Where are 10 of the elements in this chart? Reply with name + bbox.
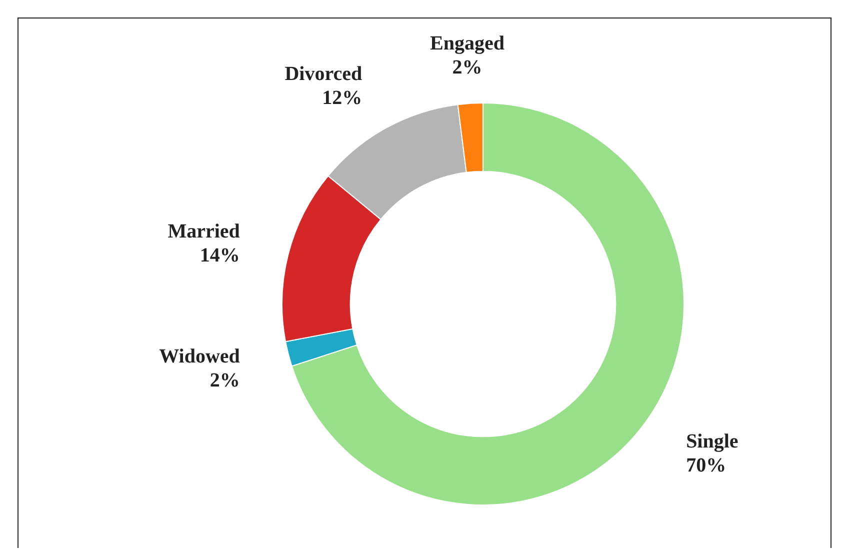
slice-label: Single (686, 430, 738, 453)
slice-label: Widowed (159, 345, 240, 368)
data-label: 2% (210, 369, 240, 392)
slice-label: Engaged (430, 32, 504, 54)
slice-label: Married (168, 220, 240, 243)
slice-label: Divorced (284, 63, 362, 86)
data-label: 14% (200, 244, 240, 267)
data-label: 70% (686, 454, 726, 477)
data-label: 12% (322, 87, 362, 110)
data-label: 2% (452, 56, 482, 78)
